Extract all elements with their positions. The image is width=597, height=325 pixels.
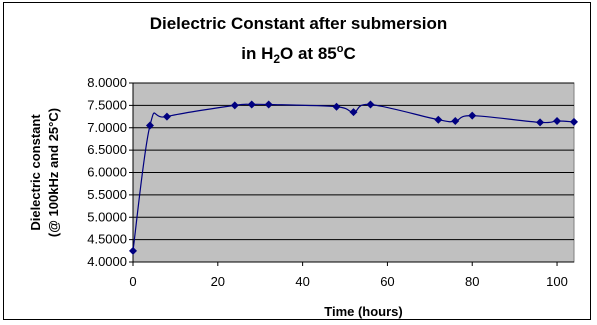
axis-layer: 4.0000 4.5000 5.0000 5.5000 6.0000 6.5000 7.00… bbox=[87, 75, 574, 289]
title-suffix: C bbox=[343, 44, 356, 63]
data-point-marker bbox=[553, 117, 562, 126]
y-axis-title: Dielectric constant (@ 100kHz and 25°C) bbox=[28, 108, 61, 237]
y-tick-label: 6.5000 bbox=[87, 142, 127, 157]
x-tick-label: 100 bbox=[546, 274, 568, 289]
data-point-marker bbox=[451, 117, 460, 126]
marker-layer bbox=[129, 100, 578, 255]
title-prefix: in H bbox=[241, 44, 274, 63]
chart-title-line-1: Dielectric Constant after submersion bbox=[149, 14, 448, 33]
data-point-marker bbox=[129, 246, 137, 255]
data-point-marker bbox=[468, 111, 477, 120]
title-mid: O at 85 bbox=[280, 44, 337, 63]
data-point-marker bbox=[145, 121, 154, 130]
data-point-marker bbox=[536, 118, 545, 127]
title-subscript: 2 bbox=[273, 52, 281, 66]
y-tick-label: 7.0000 bbox=[87, 120, 127, 135]
x-tick-label: 0 bbox=[129, 274, 136, 289]
data-point-marker bbox=[434, 115, 443, 124]
y-tick-label: 4.5000 bbox=[87, 232, 127, 247]
x-tick-label: 20 bbox=[211, 274, 225, 289]
y-axis-title-line-1: Dielectric constant bbox=[28, 114, 43, 231]
chart-title-line-2: in H2O at 85oC bbox=[0, 43, 597, 66]
y-tick-label: 5.0000 bbox=[87, 209, 127, 224]
data-point-marker bbox=[570, 117, 578, 126]
data-point-marker bbox=[349, 108, 358, 117]
data-point-marker bbox=[247, 100, 256, 109]
y-tick-label: 4.0000 bbox=[87, 254, 127, 269]
y-axis-title-line-2: (@ 100kHz and 25°C) bbox=[46, 108, 61, 237]
data-point-marker bbox=[162, 112, 171, 121]
y-tick-label: 5.5000 bbox=[87, 187, 127, 202]
x-tick-label: 80 bbox=[465, 274, 479, 289]
x-tick-label: 60 bbox=[380, 274, 394, 289]
data-point-marker bbox=[230, 101, 239, 110]
y-tick-label: 7.5000 bbox=[87, 97, 127, 112]
y-tick-label: 8.0000 bbox=[87, 75, 127, 90]
data-point-marker bbox=[332, 102, 341, 111]
data-point-marker bbox=[264, 100, 273, 109]
x-axis-title: Time (hours) bbox=[324, 304, 403, 319]
y-tick-label: 6.0000 bbox=[87, 165, 127, 180]
title-superscript: o bbox=[336, 43, 344, 55]
data-point-marker bbox=[366, 100, 375, 109]
x-tick-label: 40 bbox=[295, 274, 309, 289]
